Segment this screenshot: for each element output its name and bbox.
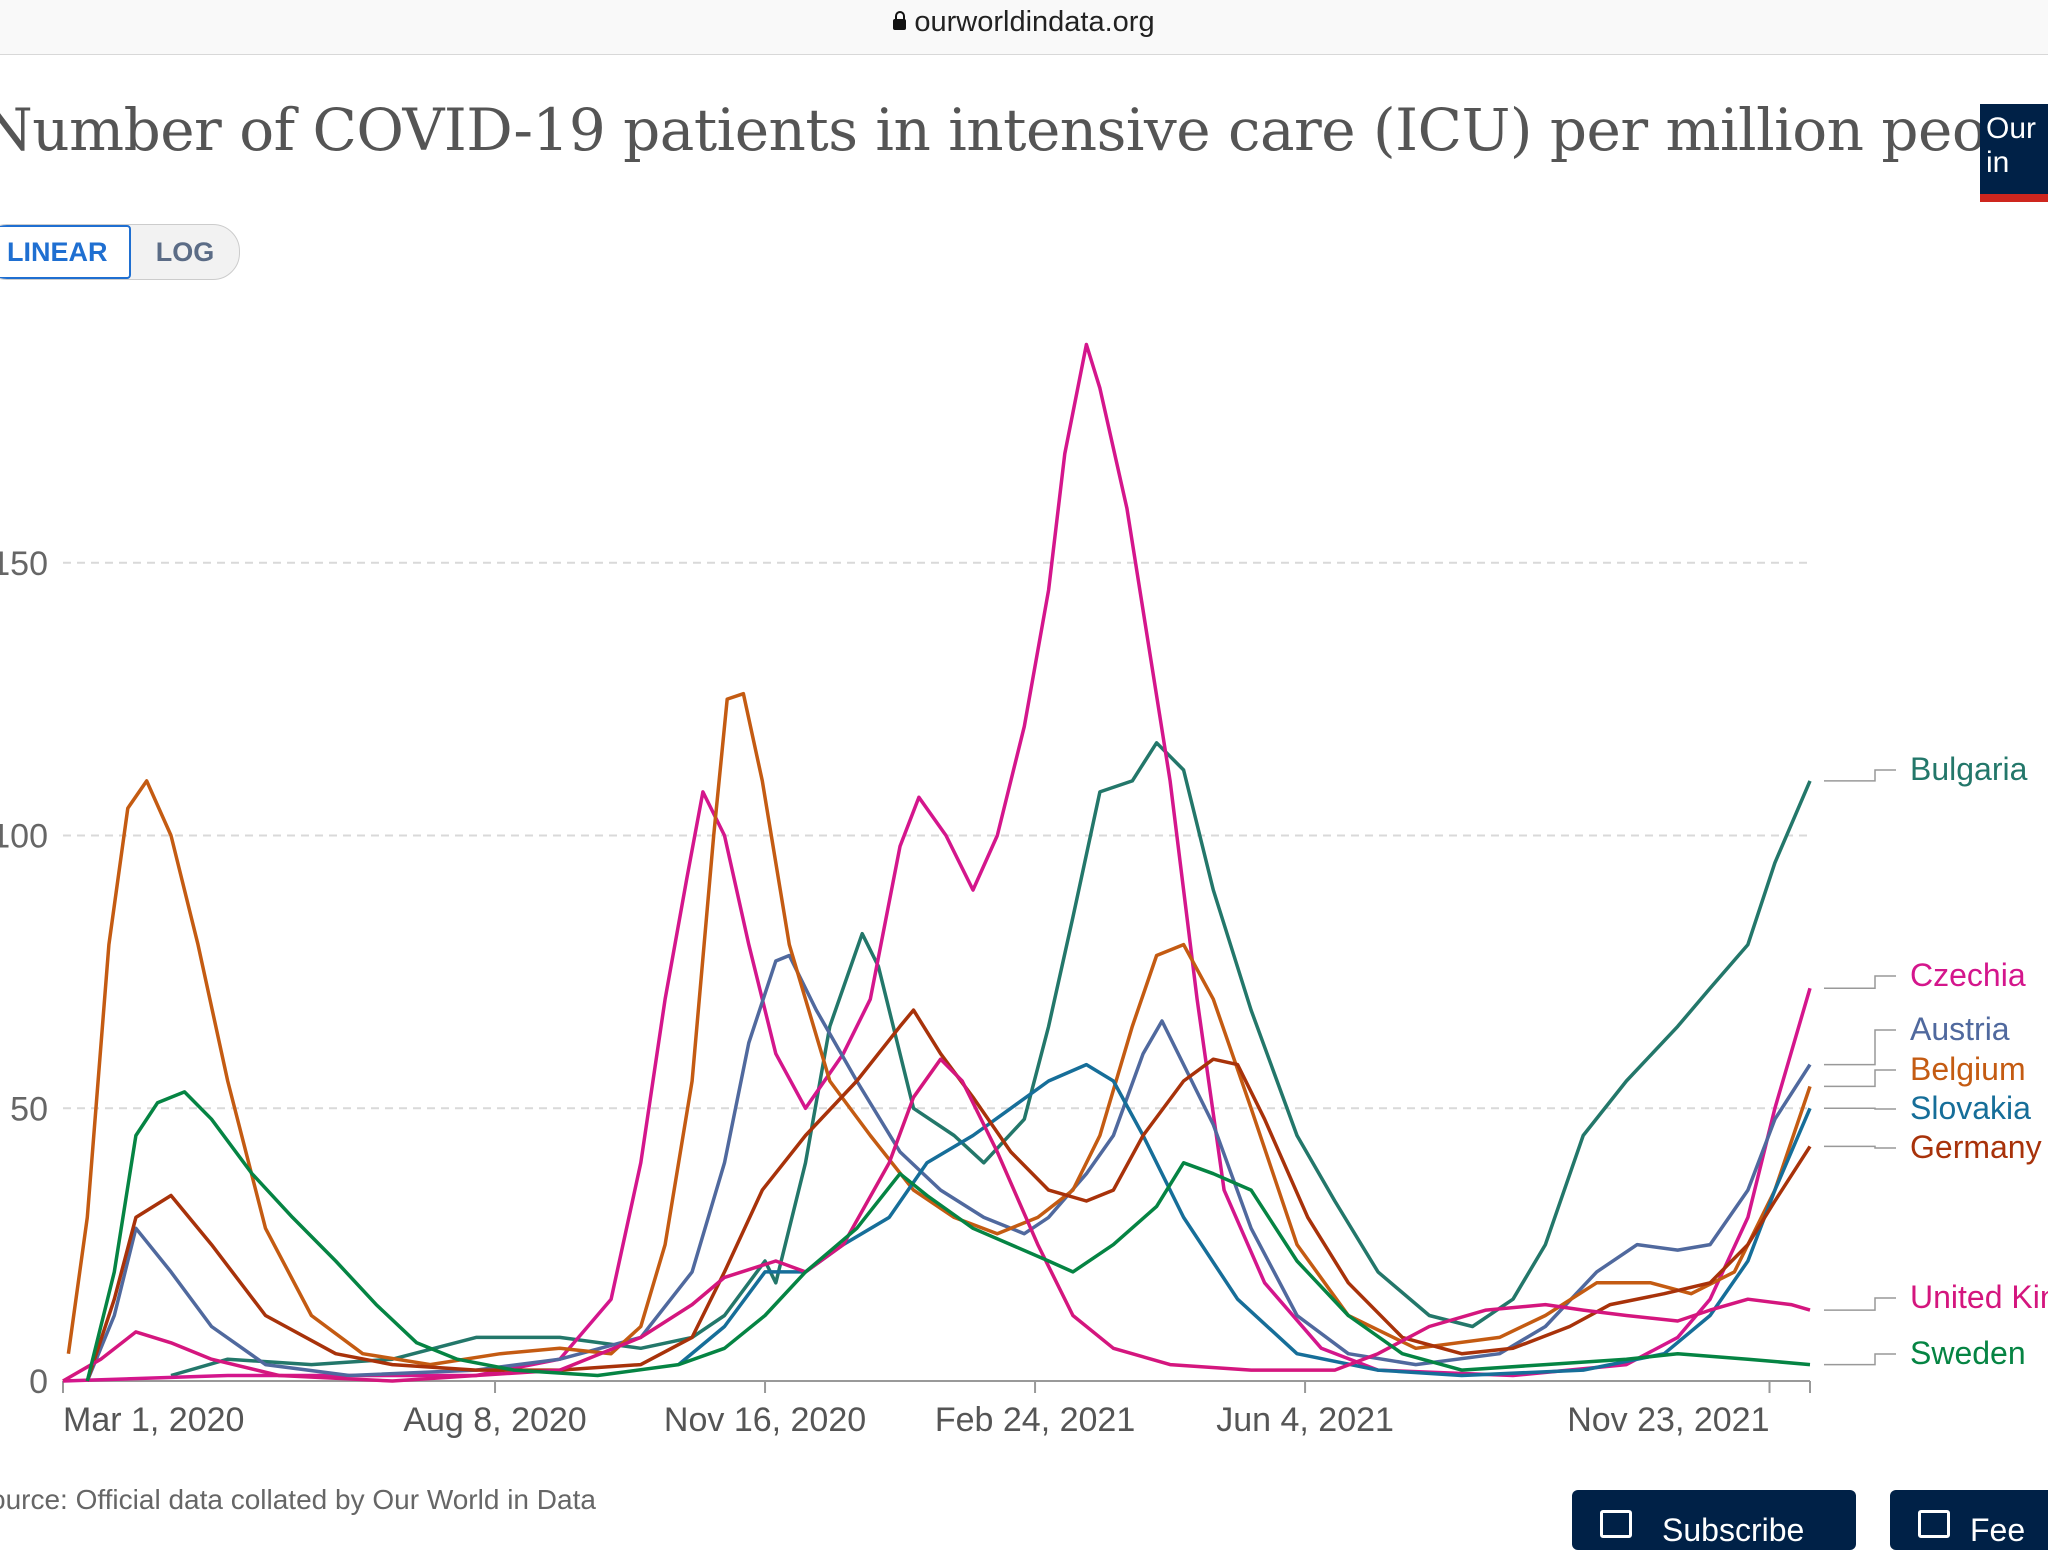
grid-lines [63,561,1810,1110]
feedback-icon [1918,1510,1950,1538]
chart-title: Number of COVID-19 patients in intensive… [0,96,2048,164]
feedback-button[interactable]: Fee [1890,1490,2048,1550]
series-label: Sweden [1910,1335,2026,1371]
series-label: Belgium [1910,1051,2026,1087]
x-tick-label: Aug 8, 2020 [403,1401,586,1439]
x-axis: Mar 1, 2020 Aug 8, 2020 Nov 16, 2020 Feb 24… [62,1380,1811,1439]
x-tick-label: Mar 1, 2020 [63,1401,244,1439]
x-tick-label: Jun 4, 2021 [1216,1401,1394,1439]
series-label-connector [1824,975,1896,989]
series-line-germany [85,1008,1812,1382]
subscribe-icon [1600,1510,1632,1538]
series-label-connector [1824,1029,1896,1066]
y-tick-label: 100 [0,818,48,856]
line-chart: 0 50 100 150 Mar 1, 2020 Aug 8, 2020 Nov 16, … [0,342,2048,1439]
series-label: Slovakia [1910,1090,2031,1126]
series-line-bulgaria [170,741,1812,1378]
y-axis-ticks: 0 50 100 150 [0,545,48,1401]
series-label: Czechia [1910,957,2026,993]
series-label: Bulgaria [1910,751,2028,787]
lock-icon [893,11,907,30]
subscribe-button[interactable]: Subscribe [1572,1490,1856,1550]
x-tick-label: Nov 23, 2021 [1567,1401,1769,1439]
owid-logo[interactable]: Our in [1980,104,2048,202]
series-label-connector [1824,1107,1896,1110]
series-label-connector [1824,1353,1896,1366]
series-label-connector [1824,1145,1896,1149]
series-label: Germany [1910,1129,2042,1165]
url-text[interactable]: ourworldindata.org [0,6,2048,39]
series-lines [62,342,1812,1383]
series-label: United Kingdom [1910,1279,2048,1315]
y-tick-label: 150 [0,545,48,583]
y-tick-label: 50 [10,1090,48,1128]
source-note: ource: Official data collated by Our Wor… [0,1484,596,1515]
series-label-connector [1824,1297,1896,1311]
series-label-connector [1824,769,1896,782]
browser-address-bar[interactable]: ourworldindata.org [0,0,2048,55]
feedback-label: Fee [1970,1512,2026,1548]
series-line-belgium [66,691,1812,1367]
series-labels: Bulgaria Czechia Austria BelgiumSlovakiaGer… [1824,751,2048,1371]
series-line-united-kingdom [62,1057,1811,1383]
scale-toggle: LINEAR LOG [0,224,240,280]
series-line-austria [85,953,1812,1382]
y-tick-label: 0 [29,1363,48,1401]
series-label-connector [1824,1069,1896,1088]
x-tick-label: Nov 16, 2020 [664,1401,866,1439]
series-label: Austria [1910,1011,2010,1047]
series-line-sweden [85,1090,1811,1382]
linear-button[interactable]: LINEAR [0,225,131,279]
log-button[interactable]: LOG [155,237,215,267]
url-label: ourworldindata.org [914,6,1155,38]
subscribe-label: Subscribe [1662,1512,1805,1548]
x-tick-label: Feb 24, 2021 [935,1401,1135,1439]
series-line-slovakia [677,1062,1812,1378]
series-line-czechia [62,342,1812,1383]
